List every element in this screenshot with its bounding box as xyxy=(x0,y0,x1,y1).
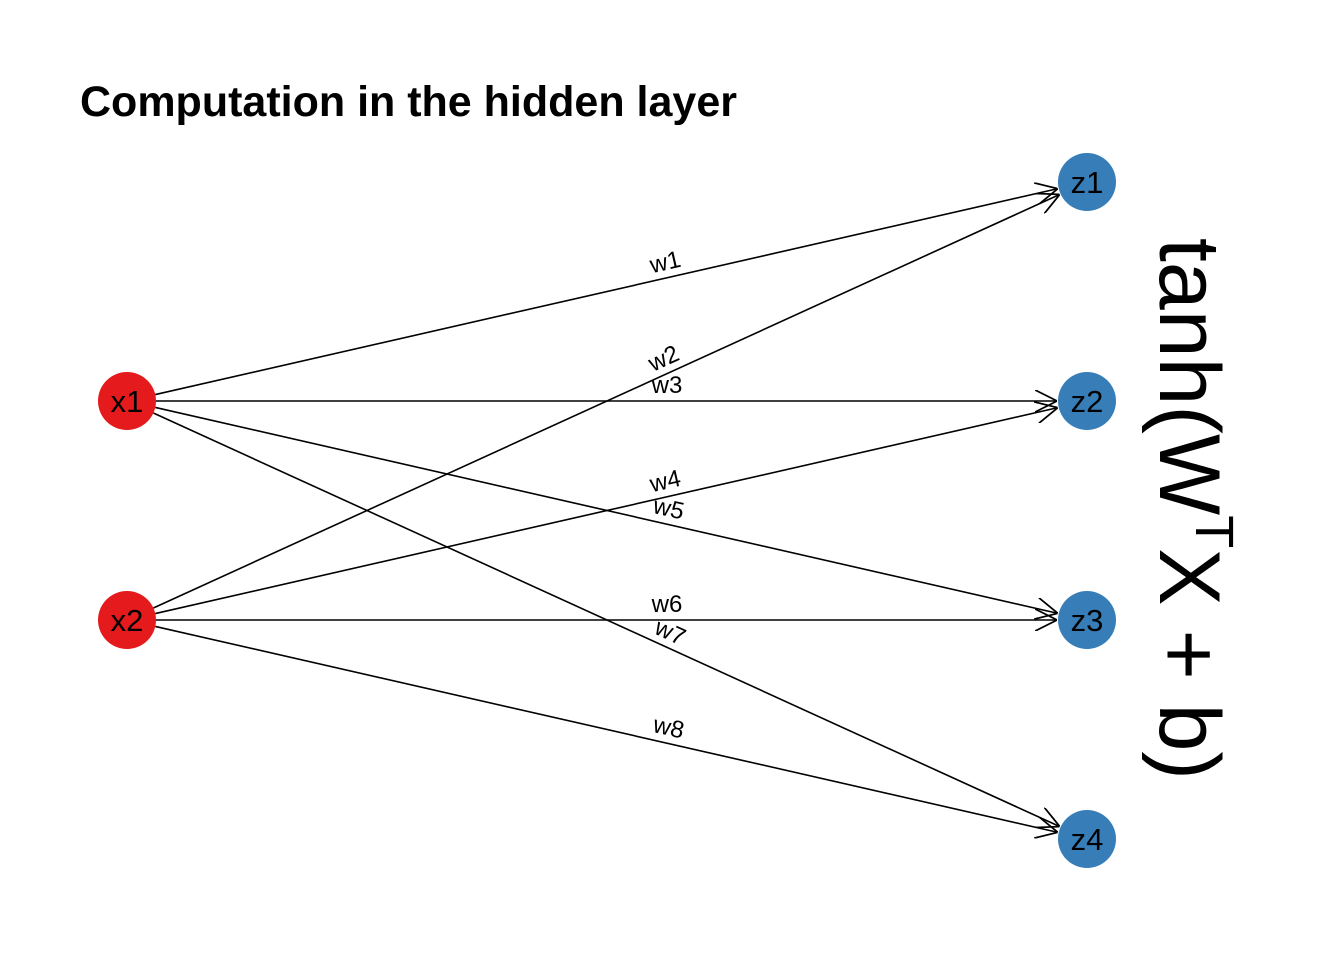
node-z1: z1 xyxy=(1058,153,1116,211)
node-circle-z2 xyxy=(1058,372,1116,430)
edge-label-w3: w3 xyxy=(651,372,683,399)
edge-x1-z1 xyxy=(155,189,1057,396)
node-label-x1: x1 xyxy=(111,384,144,419)
node-z4: z4 xyxy=(1058,810,1116,868)
node-x1: x1 xyxy=(98,372,156,430)
nodes: x1 x2 z1 z2 z3 z4 xyxy=(98,153,1116,868)
edge-label-w1: w1 xyxy=(646,246,683,279)
edge-x2-z4 xyxy=(155,625,1057,832)
edge-label-w8: w8 xyxy=(650,711,687,744)
node-circle-x1 xyxy=(98,372,156,430)
edge-label-w6: w6 xyxy=(651,591,683,618)
edge-x1-z3 xyxy=(155,406,1057,613)
edge-x1-z4 xyxy=(153,412,1058,826)
node-label-x2: x2 xyxy=(111,603,144,638)
edge-label-w5: w5 xyxy=(650,492,687,525)
node-label-z2: z2 xyxy=(1071,384,1104,419)
svg-text:tanh(WTX + b): tanh(WTX + b) xyxy=(1141,238,1244,780)
activation-formula: tanh(WTX + b) xyxy=(1141,238,1244,780)
formula-prefix: tanh(W xyxy=(1141,238,1237,515)
node-circle-z4 xyxy=(1058,810,1116,868)
node-label-z4: z4 xyxy=(1071,822,1104,857)
formula-superscript: T xyxy=(1184,515,1244,548)
edge-label-w7: w7 xyxy=(650,613,690,651)
node-z2: z2 xyxy=(1058,372,1116,430)
node-circle-z1 xyxy=(1058,153,1116,211)
diagram-title: Computation in the hidden layer xyxy=(80,78,737,126)
formula-suffix: X + b) xyxy=(1141,548,1237,780)
node-z3: z3 xyxy=(1058,591,1116,649)
node-x2: x2 xyxy=(98,591,156,649)
node-circle-z3 xyxy=(1058,591,1116,649)
node-label-z3: z3 xyxy=(1071,603,1104,638)
node-label-z1: z1 xyxy=(1071,165,1104,200)
node-circle-x2 xyxy=(98,591,156,649)
